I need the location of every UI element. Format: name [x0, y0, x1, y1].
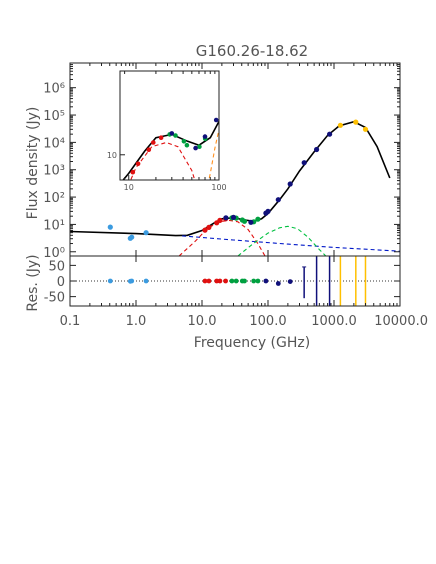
data-point [181, 139, 187, 144]
data-point [337, 122, 343, 128]
residual-point [223, 278, 229, 284]
thermal-dust-component-line [208, 129, 219, 180]
residual-point [242, 278, 247, 284]
residual-point [287, 279, 293, 284]
y-tick-label: 10³ [43, 164, 65, 179]
data-point [223, 215, 229, 221]
data-point [206, 224, 212, 230]
data-point [327, 131, 333, 137]
data-point [107, 224, 113, 230]
residual-point [206, 278, 212, 284]
residual-point [275, 281, 281, 286]
x-axis-label-frequency: Frequency (GHz) [194, 335, 310, 351]
main-sed-panel: 10⁰ 10¹ 10² 10³ 10⁴ 10⁵ 10⁶ [43, 62, 401, 261]
data-point [151, 140, 156, 145]
residual-point [217, 278, 223, 284]
data-point [248, 219, 254, 225]
res-y-tick-label: -50 [44, 291, 65, 306]
total-model-line [70, 120, 391, 237]
data-point [197, 144, 202, 149]
data-point [158, 135, 164, 140]
data-point [287, 181, 293, 187]
data-point [275, 197, 281, 203]
y-tick-label: 10⁰ [43, 246, 65, 261]
data-point [202, 227, 208, 233]
res-y-tick-label: 50 [48, 259, 65, 274]
y-tick-label: 10⁴ [43, 136, 65, 151]
inset-x-tick-label: 10 [124, 183, 134, 192]
chart-title: G160.26-18.62 [196, 42, 308, 60]
data-point [143, 230, 149, 236]
data-point [241, 218, 248, 224]
x-tick-label: 1.0 [126, 314, 147, 329]
x-tick-label: 0.1 [60, 314, 81, 329]
residual-point [255, 278, 261, 284]
residual-point [233, 278, 239, 284]
y-tick-label: 10⁶ [43, 82, 65, 97]
x-tick-label: 10.0 [188, 314, 217, 329]
data-point [202, 134, 208, 139]
data-point [353, 119, 359, 125]
y-tick-label: 10¹ [43, 218, 65, 233]
residual-point [251, 278, 257, 284]
data-point [265, 208, 271, 214]
data-point [314, 146, 320, 153]
residual-point [143, 278, 149, 284]
x-tick-label: 100.0 [249, 314, 286, 329]
y-tick-label: 10⁵ [43, 109, 65, 124]
residuals-panel: 500-50 0.1 1.0 10.0 100.0 1000.0 10000.0 [44, 63, 428, 329]
data-point [213, 117, 219, 123]
data-point [129, 234, 135, 240]
y-axis-label-residuals: Res. (Jy) [25, 254, 41, 311]
y-axis-label-flux: Flux density (Jy) [25, 107, 41, 220]
data-point [184, 142, 190, 148]
data-point [130, 169, 136, 175]
data-point [301, 160, 307, 166]
second-spinning-dust-component-line [237, 225, 327, 256]
residual-point [229, 278, 235, 284]
data-point [217, 217, 223, 223]
res-y-tick-label: 0 [57, 275, 65, 290]
data-point [255, 216, 261, 222]
x-tick-label: 1000.0 [311, 314, 357, 329]
data-point [230, 214, 237, 220]
data-point [146, 147, 152, 152]
inset-plot-frame [119, 70, 220, 181]
free-free-component-line [182, 235, 400, 252]
data-point [169, 131, 175, 136]
x-tick-label: 10000.0 [374, 314, 428, 329]
inset-y-tick-label: 10 [107, 151, 117, 160]
residual-point [107, 278, 113, 284]
spinning-dust-component-line [130, 141, 196, 180]
data-point [173, 133, 178, 138]
spinning-dust-component-line [178, 219, 266, 256]
data-point [362, 126, 369, 132]
residual-point [263, 278, 269, 284]
data-point [193, 145, 198, 151]
y-tick-label: 10² [43, 191, 65, 206]
inset-zoom-panel: 10 100 10 [107, 70, 227, 192]
data-point [135, 161, 141, 167]
residual-point [129, 278, 135, 284]
residual-point [202, 278, 208, 284]
inset-x-tick-label: 100 [211, 183, 226, 192]
